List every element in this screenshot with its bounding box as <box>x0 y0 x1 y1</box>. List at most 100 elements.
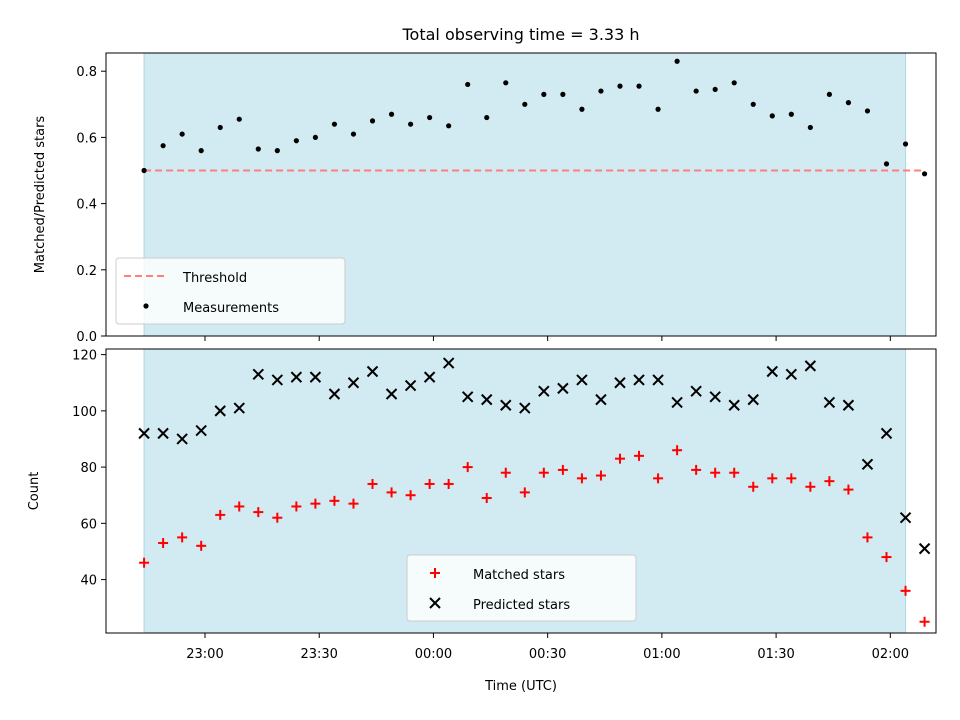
measurement-point <box>217 124 223 131</box>
measurement-point <box>674 58 680 64</box>
predicted-star-point <box>880 427 893 440</box>
predicted-star-point <box>728 399 740 411</box>
measurement-point <box>693 88 699 94</box>
matched-star-point <box>557 464 568 475</box>
predicted-star-point <box>538 385 550 397</box>
x-tick-label: 01:30 <box>757 647 794 662</box>
predicted-star-point <box>690 385 702 397</box>
measurement-point <box>807 124 813 131</box>
predicted-star-point <box>195 424 207 437</box>
matched-star-point <box>843 484 854 495</box>
predicted-star-point <box>328 388 341 400</box>
predicted-star-point <box>500 399 512 411</box>
matched-star-point <box>653 473 664 484</box>
matched-star-point <box>253 507 264 518</box>
predicted-star-point <box>404 379 417 392</box>
measurement-point <box>750 101 756 107</box>
legend-measurements-label: Measurements <box>183 301 279 316</box>
top-legend: Threshold Measurements <box>115 257 346 325</box>
y-tick-label: 0.2 <box>76 264 97 279</box>
measurement-point <box>541 91 547 97</box>
legend-matched-label: Matched stars <box>473 568 565 583</box>
matched-star-point <box>424 478 435 489</box>
predicted-star-point <box>842 399 855 411</box>
y-tick-label: 60 <box>80 517 97 532</box>
legend-measurements-swatch <box>143 303 149 309</box>
top-axes-frame <box>105 52 937 337</box>
predicted-star-point <box>557 382 569 395</box>
matched-star-point <box>462 462 473 473</box>
bottom-y-axis-label: Count <box>27 472 42 511</box>
y-tick-label: 0.8 <box>76 65 97 80</box>
measurement-point <box>579 106 585 112</box>
measurement-point <box>560 91 566 97</box>
predicted-star-point <box>709 391 721 403</box>
measurement-point <box>522 101 528 107</box>
predicted-star-point <box>614 377 626 389</box>
predicted-star-point <box>899 512 912 524</box>
measurement-point <box>255 146 261 152</box>
matched-star-point <box>862 532 873 543</box>
predicted-star-point <box>309 371 322 383</box>
matched-star-point <box>310 498 321 509</box>
predicted-star-point <box>461 391 474 403</box>
measurement-point <box>446 123 452 129</box>
matched-star-point <box>196 540 207 551</box>
measurement-point <box>484 114 490 121</box>
predicted-star-point <box>214 405 226 417</box>
matched-star-point <box>177 532 188 543</box>
matched-star-point <box>139 557 150 568</box>
predicted-star-point <box>252 368 265 381</box>
predicted-star-point <box>481 393 493 406</box>
top-y-axis-label: Matched/Predicted stars <box>33 116 48 274</box>
predicted-star-point <box>804 360 817 372</box>
bottom-panel: 40 60 80 100 120 23:00 23:30 00:00 00:30 01:00 01… <box>27 348 937 694</box>
y-tick-label: 0.6 <box>76 131 97 146</box>
matched-star-point <box>805 481 816 492</box>
matched-star-point <box>881 552 892 563</box>
predicted-star-point <box>766 365 778 378</box>
predicted-star-point <box>233 402 245 414</box>
measurement-point <box>636 83 642 89</box>
legend-predicted-swatch <box>429 597 441 609</box>
predicted-star-point <box>442 357 455 369</box>
chart-title: Total observing time = 3.33 h <box>401 25 639 44</box>
measurement-point <box>921 171 928 177</box>
measurement-point <box>369 118 376 124</box>
predicted-star-point <box>385 388 398 400</box>
measurement-point <box>179 131 185 137</box>
measurement-point <box>407 121 414 127</box>
legend-predicted-label: Predicted stars <box>473 598 570 613</box>
top-y-axis: 0.0 0.2 0.4 0.6 0.8 <box>76 65 106 345</box>
legend-threshold-label: Threshold <box>182 271 247 286</box>
measurement-point <box>503 80 509 86</box>
measurement-point <box>331 121 338 127</box>
measurement-point <box>864 108 871 114</box>
predicted-star-point <box>423 371 436 383</box>
predicted-star-point <box>861 458 874 470</box>
y-tick-label: 100 <box>72 405 97 420</box>
measurement-point <box>388 111 395 117</box>
measurement-point <box>826 91 832 97</box>
matched-star-point <box>443 478 454 489</box>
predicted-star-point <box>747 393 759 406</box>
y-tick-label: 0.0 <box>76 330 97 345</box>
measurement-point <box>883 161 890 167</box>
x-tick-label: 00:00 <box>415 647 452 662</box>
predicted-star-point <box>633 374 645 386</box>
matched-star-point <box>691 464 702 475</box>
matched-star-point <box>405 490 416 501</box>
predicted-star-point <box>366 365 379 378</box>
predicted-star-point <box>576 374 588 386</box>
top-panel: Total observing time = 3.33 h 0.00.20.40… <box>33 25 937 345</box>
predicted-star-point <box>290 371 303 383</box>
matched-star-point <box>348 498 359 509</box>
measurement-point <box>617 83 623 89</box>
matched-star-point <box>291 501 302 512</box>
matched-star-point <box>234 501 245 512</box>
matched-star-point <box>595 470 606 481</box>
matched-stars-points <box>139 445 930 627</box>
y-tick-label: 0.4 <box>76 198 97 213</box>
measurement-point <box>655 106 661 112</box>
